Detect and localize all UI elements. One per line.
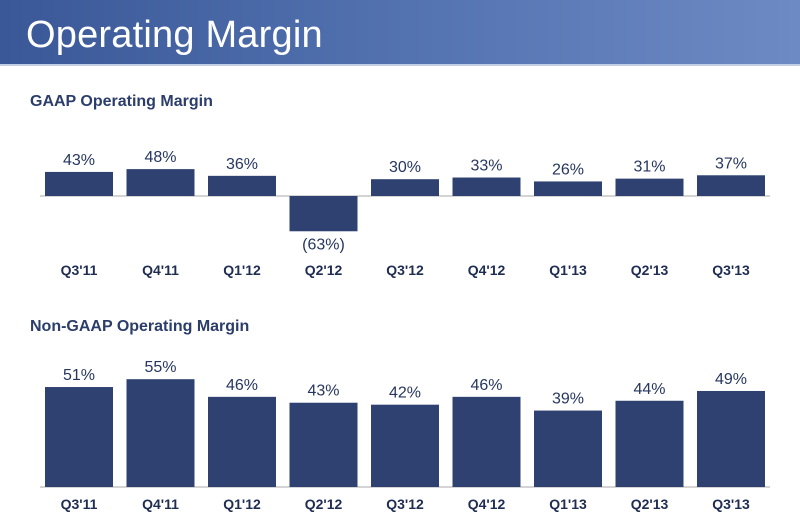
non-gaap-bar bbox=[371, 404, 439, 487]
gaap-bar bbox=[208, 175, 276, 196]
non-gaap-category-label: Q3'11 bbox=[61, 496, 98, 512]
gaap-value-label: (63%) bbox=[302, 236, 345, 253]
non-gaap-bar bbox=[289, 402, 358, 487]
gaap-category-label: Q2'13 bbox=[631, 262, 669, 278]
page-title: Operating Margin bbox=[26, 14, 323, 56]
non-gaap-bar bbox=[126, 379, 195, 487]
gaap-value-label: 30% bbox=[389, 159, 421, 176]
title-bar: Operating Margin bbox=[0, 0, 800, 66]
non-gaap-bar bbox=[615, 400, 684, 487]
gaap-value-label: 37% bbox=[715, 155, 747, 172]
non-gaap-value-label: 43% bbox=[307, 383, 339, 400]
non-gaap-bar bbox=[452, 396, 521, 487]
non-gaap-category-label: Q4'12 bbox=[468, 496, 506, 512]
non-gaap-category-label: Q1'13 bbox=[549, 496, 587, 512]
gaap-bar bbox=[126, 169, 195, 196]
gaap-bar bbox=[371, 179, 439, 196]
non-gaap-bar bbox=[534, 410, 602, 487]
gaap-value-label: 43% bbox=[63, 152, 95, 169]
gaap-bar bbox=[289, 196, 358, 232]
gaap-category-label: Q3'13 bbox=[712, 262, 750, 278]
gaap-value-label: 48% bbox=[144, 149, 176, 166]
gaap-value-label: 33% bbox=[470, 158, 502, 175]
gaap-value-label: 31% bbox=[633, 159, 665, 176]
non-gaap-category-label: Q1'12 bbox=[223, 496, 261, 512]
gaap-chart-title: GAAP Operating Margin bbox=[30, 93, 213, 110]
gaap-category-label: Q3'12 bbox=[386, 262, 424, 278]
non-gaap-category-label: Q3'13 bbox=[712, 496, 750, 512]
gaap-value-label: 36% bbox=[226, 156, 258, 173]
non-gaap-chart-title: Non-GAAP Operating Margin bbox=[30, 318, 250, 335]
gaap-category-label: Q4'12 bbox=[468, 262, 506, 278]
non-gaap-bar bbox=[45, 387, 113, 487]
non-gaap-bar bbox=[697, 390, 765, 487]
gaap-bar bbox=[697, 175, 765, 196]
gaap-bar bbox=[615, 178, 684, 196]
gaap-bar bbox=[534, 181, 602, 196]
non-gaap-category-label: Q2'12 bbox=[305, 496, 343, 512]
non-gaap-value-label: 51% bbox=[63, 367, 95, 384]
gaap-category-label: Q3'11 bbox=[61, 262, 98, 278]
non-gaap-operating-margin-chart: 51% Q3'11 55% Q4'11 46% Q1'12 43% Q2'12 42% Q3'12… bbox=[40, 359, 770, 512]
non-gaap-value-label: 55% bbox=[144, 359, 176, 376]
gaap-category-label: Q1'12 bbox=[223, 262, 261, 278]
non-gaap-category-label: Q3'12 bbox=[386, 496, 424, 512]
non-gaap-category-label: Q4'11 bbox=[142, 496, 179, 512]
gaap-category-label: Q1'13 bbox=[549, 262, 587, 278]
non-gaap-bar bbox=[208, 396, 276, 487]
non-gaap-value-label: 39% bbox=[552, 391, 584, 408]
gaap-bar bbox=[452, 177, 521, 196]
non-gaap-value-label: 49% bbox=[715, 371, 747, 388]
non-gaap-value-label: 46% bbox=[226, 377, 258, 394]
non-gaap-value-label: 44% bbox=[633, 381, 665, 398]
gaap-category-label: Q4'11 bbox=[142, 262, 179, 278]
non-gaap-value-label: 42% bbox=[389, 385, 421, 402]
non-gaap-category-label: Q2'13 bbox=[631, 496, 669, 512]
non-gaap-value-label: 46% bbox=[470, 377, 502, 394]
gaap-value-label: 26% bbox=[552, 161, 584, 178]
gaap-operating-margin-chart: 43% Q3'11 48% Q4'11 36% Q1'12 (63%) Q2'12 30% Q3'… bbox=[40, 149, 770, 278]
gaap-bar bbox=[45, 171, 113, 196]
gaap-category-label: Q2'12 bbox=[305, 262, 343, 278]
